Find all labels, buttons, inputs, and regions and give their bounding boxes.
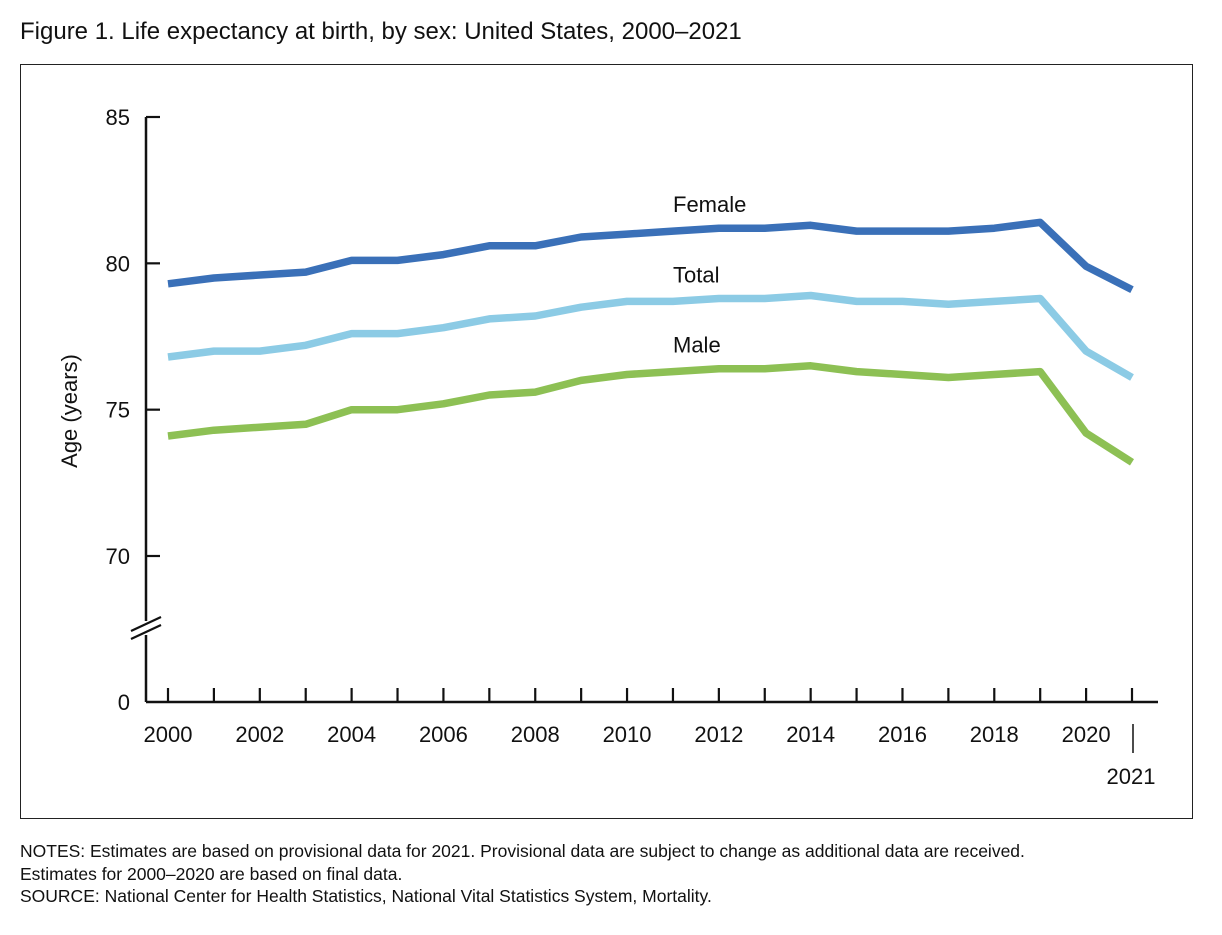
x-tick-label: 2010 bbox=[603, 722, 652, 747]
series-label-female: Female bbox=[673, 192, 746, 217]
x-tick-label: 2012 bbox=[694, 722, 743, 747]
notes-line-2: Estimates for 2000–2020 are based on fin… bbox=[20, 863, 403, 884]
x-tick-label: 2021 bbox=[1107, 764, 1156, 789]
series-line-male bbox=[167, 362, 1135, 466]
series-line-total bbox=[167, 291, 1134, 381]
x-tick-label: 2008 bbox=[511, 722, 560, 747]
y-tick-label: 0 bbox=[118, 690, 130, 715]
x-tick-label: 2006 bbox=[419, 722, 468, 747]
x-tick-label: 2000 bbox=[144, 722, 193, 747]
series-line-female bbox=[167, 218, 1134, 294]
x-tick-label: 2014 bbox=[786, 722, 835, 747]
series-label-male: Male bbox=[673, 333, 721, 358]
x-tick-label: 2004 bbox=[327, 722, 376, 747]
x-tick-label: 2016 bbox=[878, 722, 927, 747]
axis-break-mark bbox=[130, 616, 162, 632]
series-label-total: Total bbox=[673, 262, 719, 287]
figure-title: Figure 1. Life expectancy at birth, by s… bbox=[20, 18, 742, 45]
source-line: SOURCE: National Center for Health Stati… bbox=[20, 886, 712, 906]
notes-line-1: NOTES: Estimates are based on provisiona… bbox=[20, 841, 1025, 861]
x-tick-label: 2020 bbox=[1062, 722, 1111, 747]
line-chart: 0 70 75 80 85 Age (years) 2000 2002 2004 2006 2008… bbox=[57, 105, 1158, 789]
x-tick-label: 2002 bbox=[235, 722, 284, 747]
y-tick-label: 75 bbox=[106, 398, 130, 423]
chart-frame: 0 70 75 80 85 Age (years) 2000 2002 2004 2006 2008… bbox=[20, 64, 1193, 819]
axis-break-mark bbox=[130, 624, 162, 640]
notes-block: NOTES: Estimates are based on provisiona… bbox=[20, 840, 1210, 908]
x-tick-label: 2018 bbox=[970, 722, 1019, 747]
y-tick-label: 70 bbox=[106, 544, 130, 569]
y-tick-label: 85 bbox=[106, 105, 130, 130]
y-axis-title: Age (years) bbox=[57, 354, 82, 468]
y-tick-label: 80 bbox=[106, 251, 130, 276]
